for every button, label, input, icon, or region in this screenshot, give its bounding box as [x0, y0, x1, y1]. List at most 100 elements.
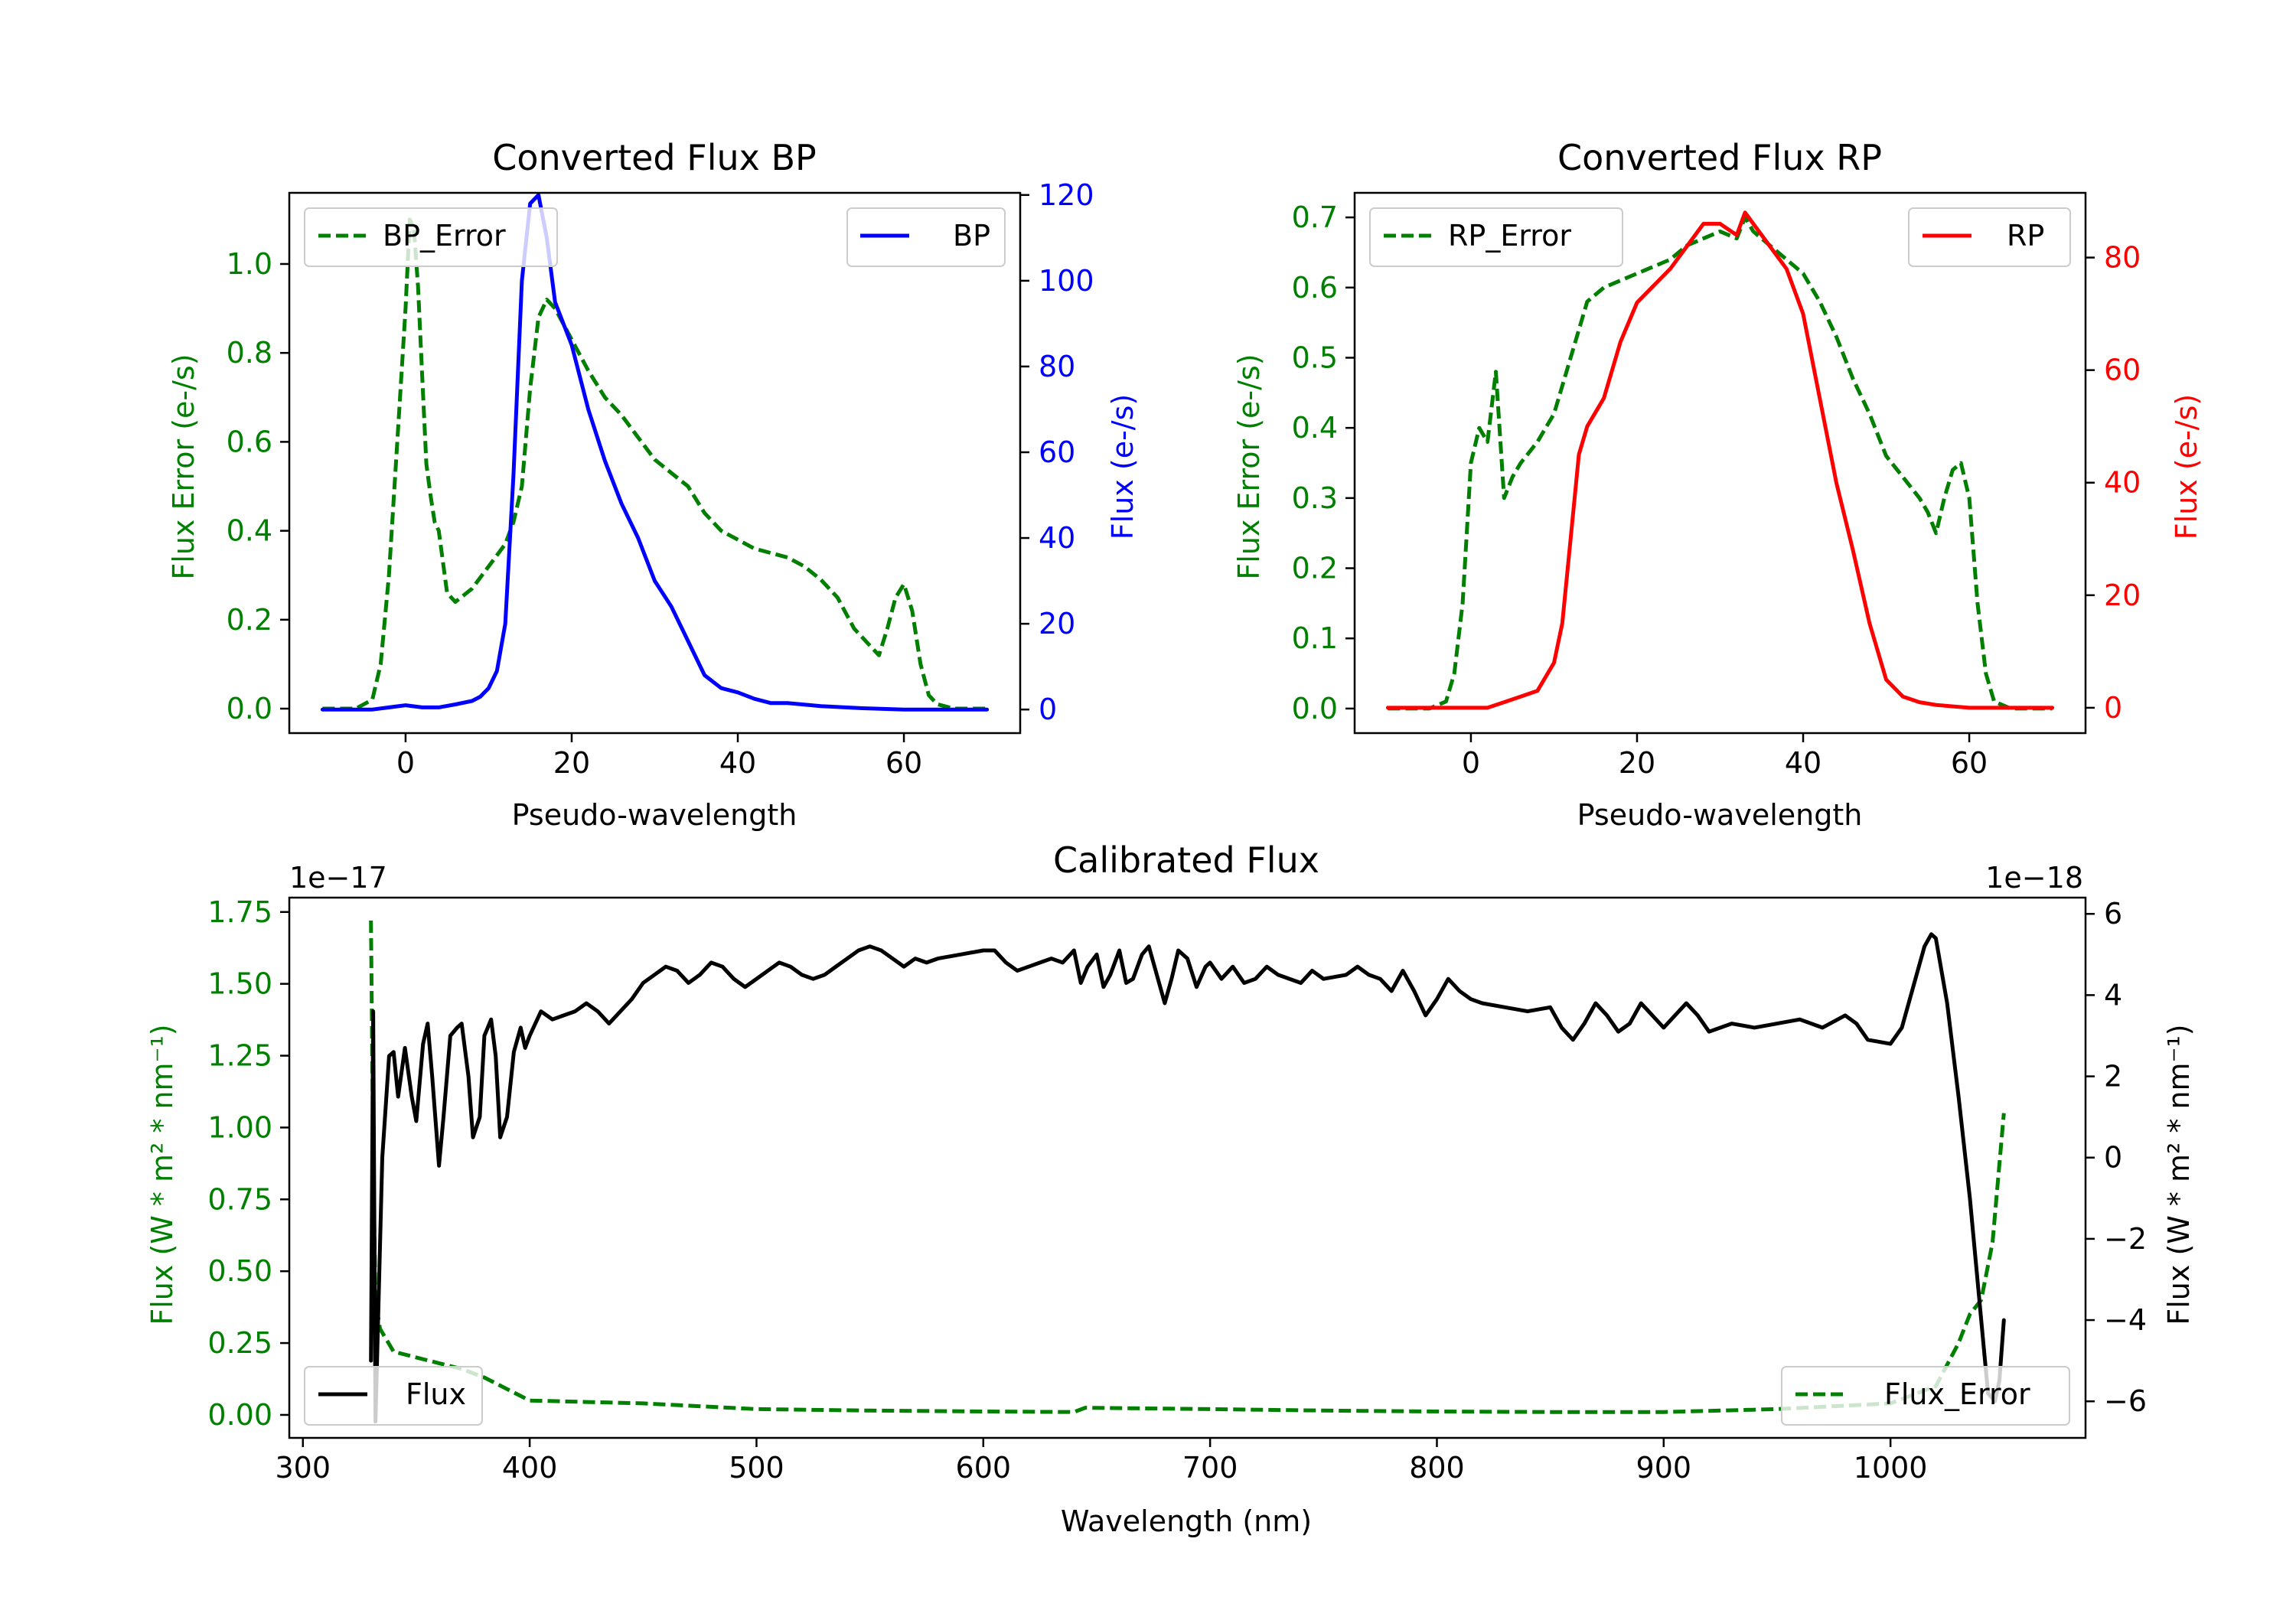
y-tick-label-left: 0.75: [207, 1182, 272, 1216]
x-axis-label: Wavelength (nm): [1061, 1504, 1312, 1538]
y-tick-label-left: 0.4: [1292, 411, 1338, 445]
y-tick-label-right: 0: [2104, 1141, 2122, 1175]
y-tick-label-left: 0.50: [207, 1254, 272, 1288]
legend-error: BP_Error: [304, 207, 558, 267]
y-tick-label-right: 80: [2104, 241, 2141, 275]
y-tick-label-right: 60: [2104, 354, 2141, 387]
legend-box: [1369, 207, 1623, 267]
y-tick-label-right: −4: [2104, 1303, 2147, 1337]
y-tick-label-left: 1.0: [227, 247, 272, 281]
x-tick-label: 900: [1636, 1451, 1692, 1485]
y-tick-label-left: 0.5: [1292, 341, 1338, 374]
series-line-bp-error: [322, 217, 987, 711]
y-tick-label-left: 0.0: [227, 692, 272, 725]
y-tick-label-right: 4: [2104, 978, 2122, 1012]
y-tick-label-right: 20: [1039, 607, 1075, 641]
legend-box: [1908, 207, 2071, 267]
y-tick-label-left: 0.6: [1292, 271, 1338, 305]
y-axis-label-left: Flux (W * m² * nm⁻¹): [145, 1024, 179, 1325]
y-tick-label-right: −6: [2104, 1384, 2147, 1418]
legend-flux: Flux: [304, 1366, 483, 1426]
y-tick-label-right: 40: [2104, 466, 2141, 500]
x-axis-label: Pseudo-wavelength: [512, 798, 797, 832]
y-tick-label-right: 20: [2104, 579, 2141, 612]
y-tick-label-left: 1.75: [207, 895, 272, 929]
y-tick-label-right: 2: [2104, 1060, 2122, 1094]
legend-label: BP_Error: [383, 219, 506, 253]
chart-title: Calibrated Flux: [1053, 839, 1319, 881]
x-tick-label: 0: [1462, 746, 1480, 780]
x-tick-label: 20: [1619, 746, 1655, 780]
x-tick-label: 20: [553, 746, 590, 780]
plot-frame: [1353, 191, 2087, 735]
x-tick-label: 700: [1182, 1451, 1238, 1485]
x-tick-label: 300: [276, 1451, 331, 1485]
y-tick-label-left: 0.7: [1292, 200, 1338, 234]
y-tick-label-left: 0.2: [227, 603, 272, 637]
x-tick-label: 500: [729, 1451, 784, 1485]
legend-error: RP_Error: [1369, 207, 1623, 267]
y-tick-label-left: 0.8: [227, 336, 272, 370]
y-axis-label-right: Flux (W * m² * nm⁻¹): [2162, 1024, 2196, 1325]
x-tick-label: 60: [885, 746, 922, 780]
x-tick-label: 40: [1785, 746, 1821, 780]
chart-title: Converted Flux RP: [1557, 137, 1882, 178]
y-tick-label-left: 0.3: [1292, 481, 1338, 515]
plot-frame: [288, 191, 1022, 735]
offset-label-left: 1e−17: [289, 861, 387, 895]
y-tick-label-right: 80: [1039, 350, 1075, 383]
y-axis-label-right: Flux (e-/s): [2170, 394, 2203, 539]
legend-box: [304, 1366, 483, 1426]
y-tick-label-left: 1.25: [207, 1039, 272, 1073]
chart-rp: Converted Flux RP Pseudo-wavelength Flux…: [1232, 137, 2203, 832]
x-tick-label: 400: [502, 1451, 558, 1485]
x-tick-label: 600: [956, 1451, 1012, 1485]
y-tick-label-left: 1.50: [207, 967, 272, 1001]
y-tick-label-left: 0.1: [1292, 621, 1338, 655]
y-tick-label-left: 0.0: [1292, 692, 1338, 725]
legend-label: RP: [2007, 219, 2044, 253]
x-axis-label: Pseudo-wavelength: [1577, 798, 1863, 832]
series-line-flux: [369, 932, 2006, 1424]
series-line-rp: [1385, 210, 2055, 710]
series-line-bp: [320, 193, 990, 712]
offset-label-right: 1e−18: [1985, 861, 2083, 895]
y-axis-label-right: Flux (e-/s): [1106, 394, 1140, 539]
legend-flux: RP: [1908, 207, 2071, 267]
legend-label: RP_Error: [1448, 219, 1571, 253]
x-tick-label: 40: [719, 746, 756, 780]
legend-box: [1781, 1366, 2070, 1426]
y-tick-label-left: 0.6: [227, 425, 272, 458]
chart-title: Converted Flux BP: [492, 137, 817, 178]
y-tick-label-right: 6: [2104, 897, 2122, 931]
series-line-rp-error: [1388, 215, 2053, 711]
y-tick-label-left: 0.4: [227, 514, 272, 548]
y-tick-label-left: 1.00: [207, 1110, 272, 1144]
y-axis-label-left: Flux Error (e-/s): [167, 354, 201, 579]
y-tick-label-right: −2: [2104, 1222, 2147, 1256]
x-tick-label: 1000: [1854, 1451, 1928, 1485]
x-tick-label: 60: [1951, 746, 1988, 780]
x-tick-label: 0: [396, 746, 415, 780]
legend-flux: BP: [846, 207, 1006, 267]
legend-label: Flux_Error: [1884, 1377, 2030, 1411]
y-tick-label-right: 0: [1039, 693, 1057, 726]
chart-calibrated: Calibrated Flux Wavelength (nm) Flux (W …: [145, 839, 2196, 1538]
y-tick-label-right: 100: [1039, 264, 1094, 298]
y-tick-label-left: 0.25: [207, 1326, 272, 1360]
y-tick-label-right: 60: [1039, 435, 1075, 469]
legend-box: [304, 207, 558, 267]
legend-label: Flux: [406, 1377, 466, 1411]
legend-error: Flux_Error: [1781, 1366, 2070, 1426]
legend-label: BP: [953, 219, 990, 253]
plot-frame: [288, 896, 2087, 1439]
y-tick-label-right: 120: [1039, 178, 1094, 212]
y-tick-label-left: 0.00: [207, 1398, 272, 1432]
legend-box: [846, 207, 1006, 267]
y-tick-label-right: 0: [2104, 691, 2122, 725]
chart-bp: Converted Flux BP Pseudo-wavelength Flux…: [167, 137, 1140, 832]
y-tick-label-right: 40: [1039, 521, 1075, 555]
y-tick-label-left: 0.2: [1292, 552, 1338, 585]
